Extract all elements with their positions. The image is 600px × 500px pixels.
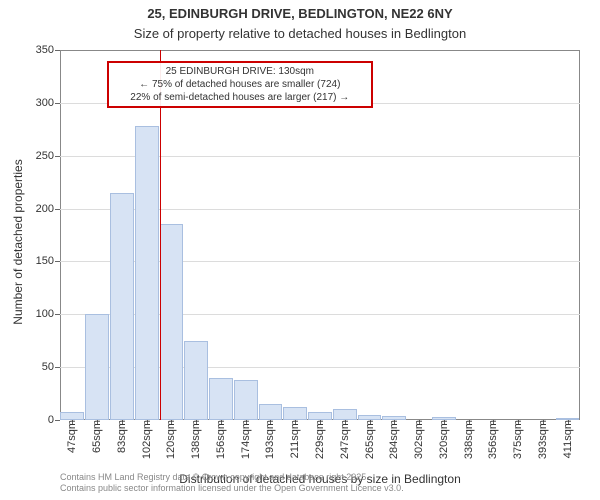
x-tick-label: 138sqm [190,420,202,459]
y-tick-label: 350 [14,44,60,56]
histogram-bar [110,193,134,420]
x-tick-label: 284sqm [388,420,400,459]
x-tick-label: 338sqm [463,420,475,459]
histogram-bar [160,224,184,420]
x-tick-label: 156sqm [215,420,227,459]
annotation-box: 25 EDINBURGH DRIVE: 130sqm← 75% of detac… [107,61,373,108]
annotation-title: 25 EDINBURGH DRIVE: 130sqm [113,65,367,78]
chart-title-main: 25, EDINBURGH DRIVE, BEDLINGTON, NE22 6N… [0,6,600,21]
x-tick-label: 320sqm [438,420,450,459]
x-tick-label: 193sqm [264,420,276,459]
histogram-bar [283,407,307,420]
footer-line-1: Contains HM Land Registry data © Crown c… [60,472,404,483]
x-tick-label: 356sqm [487,420,499,459]
y-axis-label: Number of detached properties [11,142,25,342]
annotation-line: 22% of semi-detached houses are larger (… [113,91,367,104]
annotation-line: ← 75% of detached houses are smaller (72… [113,78,367,91]
x-tick-label: 375sqm [512,420,524,459]
histogram-bar [209,378,233,420]
x-tick-label: 393sqm [537,420,549,459]
x-tick-label: 65sqm [91,420,103,453]
y-tick-label: 50 [14,361,60,373]
histogram-bar [184,341,208,420]
x-tick-label: 211sqm [289,420,301,458]
x-tick-label: 411sqm [562,420,574,458]
histogram-bar [333,409,357,420]
histogram-bar [234,380,258,420]
attribution-footer: Contains HM Land Registry data © Crown c… [60,472,404,495]
x-tick-label: 174sqm [240,420,252,459]
histogram-bar [308,412,332,420]
x-tick-label: 83sqm [116,420,128,453]
histogram-bar [60,412,84,420]
x-tick-label: 102sqm [141,420,153,459]
property-size-histogram: { "title_main": "25, EDINBURGH DRIVE, BE… [0,0,600,500]
histogram-bar [85,314,109,420]
chart-area: 05010015020025030035047sqm65sqm83sqm102s… [60,50,580,420]
x-tick-label: 229sqm [314,420,326,459]
y-tick-label: 300 [14,97,60,109]
x-tick-label: 120sqm [165,420,177,459]
histogram-bar [259,404,283,420]
x-tick-label: 302sqm [413,420,425,459]
histogram-bar [135,126,159,420]
x-tick-label: 265sqm [364,420,376,459]
x-tick-label: 247sqm [339,420,351,459]
x-tick-label: 47sqm [66,420,78,453]
y-tick-label: 0 [14,414,60,426]
footer-line-2: Contains public sector information licen… [60,483,404,494]
chart-title-sub: Size of property relative to detached ho… [0,26,600,41]
